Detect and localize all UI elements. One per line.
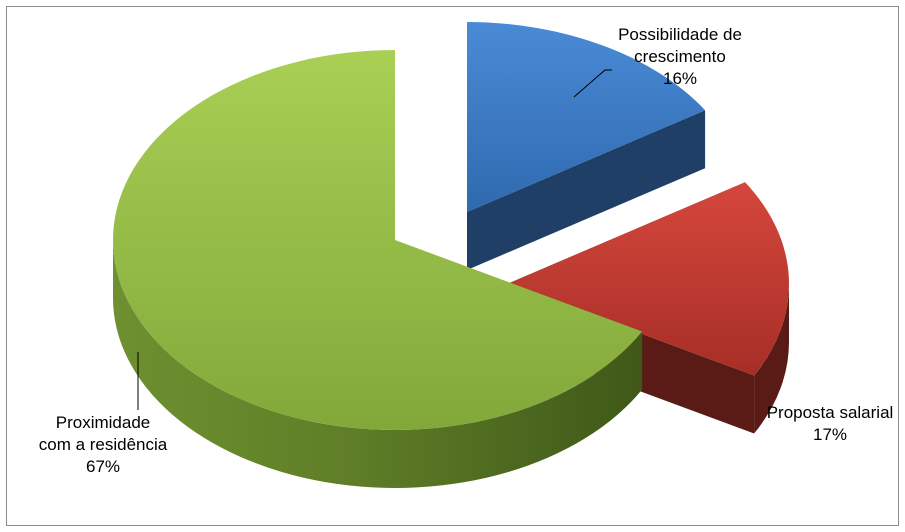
slice-proximidade-com-a-residencia-percent-label: 67% — [86, 457, 120, 476]
leader-line-possibilidade — [573, 69, 612, 98]
slice-proposta-salarial — [507, 182, 789, 376]
slice-possibilidade-de-crescimento-percent-label: 16% — [663, 69, 697, 88]
slice-proximidade-com-a-residencia-side — [113, 240, 643, 488]
pie-labels: Possibilidade de crescimento 16% Proposta s… — [39, 25, 894, 476]
slice-possibilidade-de-crescimento-label: Possibilidade de — [618, 25, 742, 44]
slice-possibilidade-de-crescimento — [467, 22, 706, 212]
slice-proximidade-com-a-residencia — [112, 50, 643, 430]
slice-proposta-salarial-percent-label: 17% — [813, 425, 847, 444]
slice-proposta-salarial-label: Proposta salarial — [767, 403, 894, 422]
slice-proximidade-com-a-residencia-label: Proximidade — [56, 413, 151, 432]
slice-proposta-salarial-side — [754, 284, 789, 434]
slice-possibilidade-de-crescimento-wall-end — [467, 110, 706, 271]
pie-slices — [112, 22, 789, 488]
slice-possibilidade-de-crescimento-label: crescimento — [634, 47, 726, 66]
slice-proximidade-com-a-residencia-label: com a residência — [39, 435, 168, 454]
